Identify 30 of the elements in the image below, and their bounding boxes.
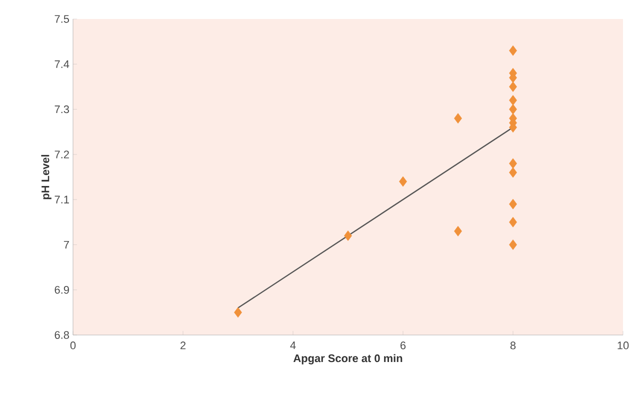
point bbox=[344, 230, 352, 241]
point bbox=[509, 158, 517, 169]
y-tick-label: 7.5 bbox=[54, 15, 70, 23]
x-tick-label: 4 bbox=[290, 342, 296, 350]
y-axis-title: pH Level bbox=[41, 154, 52, 200]
x-tick-label: 0 bbox=[70, 342, 76, 350]
point bbox=[509, 240, 517, 250]
point bbox=[509, 198, 517, 210]
point bbox=[509, 104, 517, 114]
y-tick-label: 7.1 bbox=[54, 196, 69, 204]
x-axis-title: Apgar Score at 0 min bbox=[293, 354, 402, 364]
y-tick-label: 7.2 bbox=[54, 150, 69, 158]
point bbox=[399, 176, 407, 187]
point bbox=[234, 307, 242, 318]
x-tick-label: 2 bbox=[180, 342, 186, 350]
y-tick-label: 7.3 bbox=[54, 105, 69, 114]
y-tick-label: 7.4 bbox=[54, 60, 70, 68]
point bbox=[454, 226, 462, 236]
point bbox=[509, 45, 517, 56]
y-tick-label: 6.8 bbox=[54, 331, 69, 339]
point bbox=[509, 95, 517, 106]
point bbox=[509, 167, 517, 178]
y-tick-label: 7 bbox=[64, 240, 69, 248]
y-tick-label: 6.9 bbox=[54, 286, 69, 294]
point bbox=[454, 113, 462, 124]
x-tick-label: 6 bbox=[400, 342, 406, 350]
x-tick-label: 10 bbox=[618, 342, 629, 350]
point bbox=[509, 216, 517, 228]
point bbox=[509, 82, 517, 92]
x-tick-label: 8 bbox=[510, 342, 516, 350]
